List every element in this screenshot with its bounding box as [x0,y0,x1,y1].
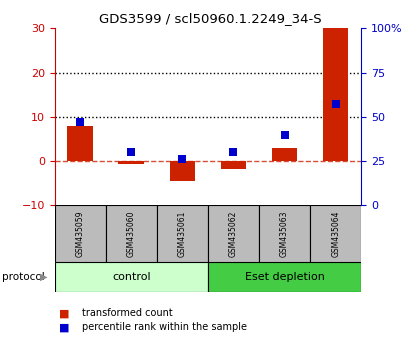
Point [128,149,135,155]
FancyBboxPatch shape [208,205,259,262]
Text: transformed count: transformed count [82,308,173,318]
Text: ■: ■ [59,322,69,332]
FancyBboxPatch shape [157,205,208,262]
Text: GDS3599 / scl50960.1.2249_34-S: GDS3599 / scl50960.1.2249_34-S [99,12,321,25]
Bar [272,148,297,161]
Bar [170,161,195,181]
Text: Eset depletion: Eset depletion [244,272,325,282]
Text: GSM435062: GSM435062 [229,210,238,257]
Text: GSM435064: GSM435064 [331,210,340,257]
Text: GSM435060: GSM435060 [127,210,136,257]
Text: GSM435061: GSM435061 [178,210,187,257]
FancyBboxPatch shape [55,205,106,262]
Point [230,149,237,155]
Bar [220,161,246,169]
Text: ■: ■ [59,308,69,318]
Text: control: control [112,272,150,282]
Bar [323,28,349,161]
FancyBboxPatch shape [106,205,157,262]
FancyBboxPatch shape [259,205,310,262]
Point [332,102,339,107]
Bar [67,126,93,161]
Point [77,119,84,125]
FancyBboxPatch shape [55,262,208,292]
FancyBboxPatch shape [310,205,361,262]
Text: GSM435063: GSM435063 [280,210,289,257]
Point [179,156,186,162]
Text: protocol: protocol [2,272,45,282]
Text: GSM435059: GSM435059 [76,210,85,257]
Text: percentile rank within the sample: percentile rank within the sample [82,322,247,332]
FancyBboxPatch shape [208,262,361,292]
Point [281,132,288,137]
Text: ▶: ▶ [40,272,48,282]
Bar [118,161,144,164]
